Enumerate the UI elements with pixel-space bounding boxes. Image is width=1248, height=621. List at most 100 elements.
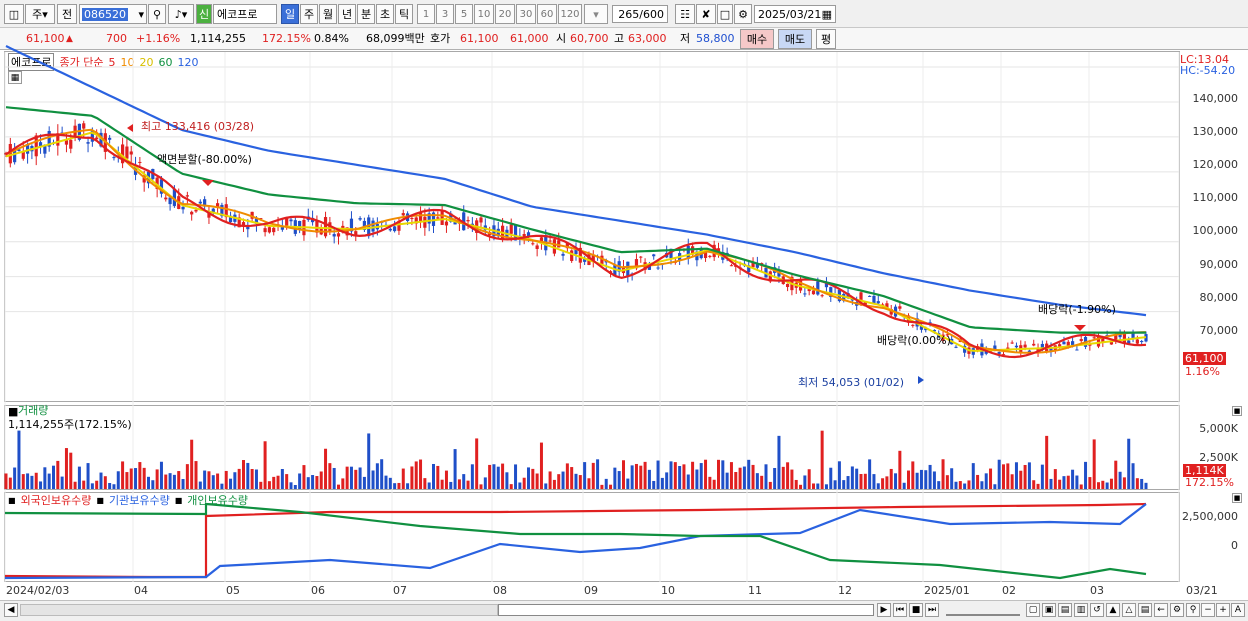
legend-ma10: 10 bbox=[120, 55, 135, 69]
price-pane[interactable] bbox=[4, 51, 1180, 402]
institution-holdings-line bbox=[4, 503, 1147, 580]
grid-toggle-icon[interactable]: ▦ bbox=[8, 71, 22, 84]
volume-bar bbox=[552, 479, 556, 489]
speaker-icon[interactable]: ♪▾ bbox=[168, 4, 194, 24]
candle-body bbox=[215, 203, 220, 207]
period-select[interactable]: 주 ▾ bbox=[25, 4, 55, 24]
interval-120[interactable]: 120 bbox=[558, 4, 582, 24]
period-tab-tick[interactable]: 틱 bbox=[395, 4, 413, 24]
candle-body bbox=[1001, 354, 1006, 356]
interval-30[interactable]: 30 bbox=[516, 4, 536, 24]
period-tab-second[interactable]: 초 bbox=[376, 4, 394, 24]
interval-5[interactable]: 5 bbox=[455, 4, 473, 24]
holdings-close-icon[interactable]: ■ bbox=[1232, 493, 1242, 503]
volume-bar bbox=[669, 461, 673, 489]
candle-body bbox=[1040, 343, 1044, 350]
holdings-collapse-icon[interactable]: ■ bbox=[8, 495, 16, 505]
layout-icon[interactable]: ◫ bbox=[4, 4, 24, 24]
stop-icon[interactable]: ■ bbox=[909, 603, 923, 617]
tool-icon[interactable]: ▤ bbox=[1058, 603, 1072, 617]
volume-bar bbox=[889, 468, 893, 489]
volume-bar bbox=[444, 470, 448, 489]
stock-code-input[interactable]: 086520 ▾ bbox=[79, 4, 147, 24]
draw-tool-icon[interactable]: ✘ bbox=[696, 4, 716, 24]
tool-icon[interactable]: ▢ bbox=[1026, 603, 1040, 617]
eval-button[interactable]: 평 bbox=[816, 29, 836, 49]
volume-bar bbox=[1058, 479, 1062, 489]
volume-collapse-icon[interactable]: ■ bbox=[8, 405, 19, 418]
tool-icon[interactable]: ▲ bbox=[1106, 603, 1120, 617]
tool-icon[interactable]: △ bbox=[1122, 603, 1136, 617]
volume-bar bbox=[928, 464, 932, 489]
tool-icon[interactable]: ▤ bbox=[1138, 603, 1152, 617]
period-tab-day[interactable]: 일 bbox=[281, 4, 299, 24]
period-tab-minute[interactable]: 분 bbox=[357, 4, 375, 24]
annotation-dividend1: 배당락(0.00%) bbox=[877, 334, 951, 347]
zoom-in-icon[interactable]: + bbox=[1216, 603, 1230, 617]
candle-body bbox=[34, 135, 38, 157]
zoom-search-icon[interactable]: ⚲ bbox=[1186, 603, 1200, 617]
candle-body bbox=[367, 217, 371, 237]
candle-body bbox=[280, 225, 284, 230]
volume-bar bbox=[1118, 471, 1122, 489]
gear-icon[interactable]: ⚙ bbox=[734, 4, 752, 24]
count-field[interactable]: 265/600 bbox=[612, 5, 668, 23]
rewind-icon[interactable]: ⏮ bbox=[893, 603, 907, 617]
hc-label: HC:-54.20 bbox=[1180, 64, 1236, 77]
tool-icon[interactable]: ↺ bbox=[1090, 603, 1104, 617]
volume-bar bbox=[64, 448, 68, 489]
font-size-icon[interactable]: A bbox=[1231, 603, 1245, 617]
interval-1[interactable]: 1 bbox=[417, 4, 435, 24]
fast-forward-icon[interactable]: ⏭ bbox=[925, 603, 939, 617]
interval-60[interactable]: 60 bbox=[537, 4, 557, 24]
volume-close-icon[interactable]: ■ bbox=[1232, 406, 1242, 416]
prev-button[interactable]: 전 bbox=[57, 4, 77, 24]
volume-bar bbox=[872, 474, 876, 489]
volume-bar bbox=[704, 459, 708, 489]
date-field[interactable]: 2025/03/21 ▦ bbox=[754, 5, 836, 23]
scroll-right-icon[interactable]: ▶ bbox=[877, 603, 891, 617]
candle-body bbox=[259, 218, 263, 220]
scroll-left-icon[interactable]: ◀ bbox=[4, 603, 18, 617]
zoom-out-icon[interactable]: − bbox=[1201, 603, 1215, 617]
scroll-thumb[interactable] bbox=[498, 604, 874, 616]
save-icon[interactable]: □ bbox=[717, 4, 733, 24]
period-tab-month[interactable]: 월 bbox=[319, 4, 337, 24]
tool-icon[interactable]: ▣ bbox=[1042, 603, 1056, 617]
interval-20[interactable]: 20 bbox=[495, 4, 515, 24]
search-icon[interactable]: ⚲ bbox=[148, 4, 166, 24]
candle-body bbox=[1049, 347, 1053, 353]
x-tick: 05 bbox=[226, 584, 240, 597]
volume-bar bbox=[600, 484, 604, 489]
interval-10[interactable]: 10 bbox=[474, 4, 494, 24]
buy-button[interactable]: 매수 bbox=[740, 29, 774, 49]
candle-body bbox=[816, 281, 820, 295]
interval-dropdown[interactable]: ▾ bbox=[584, 4, 608, 24]
volume-bar bbox=[980, 481, 984, 489]
legend-type: 종가 단순 bbox=[59, 56, 104, 69]
interval-3[interactable]: 3 bbox=[436, 4, 454, 24]
candle-body bbox=[1135, 339, 1139, 344]
tool-icon[interactable]: ⚙ bbox=[1170, 603, 1184, 617]
volume-bar bbox=[306, 477, 310, 489]
volume-bar bbox=[47, 473, 51, 489]
low-marker bbox=[918, 376, 924, 384]
period-tab-week[interactable]: 주 bbox=[300, 4, 318, 24]
candle-body bbox=[755, 263, 759, 268]
candle-body bbox=[954, 346, 958, 348]
period-tab-year[interactable]: 년 bbox=[338, 4, 356, 24]
tool-icon[interactable]: ← bbox=[1154, 603, 1168, 617]
candle-body bbox=[911, 324, 915, 326]
tool-icon[interactable]: ▥ bbox=[1074, 603, 1088, 617]
scroll-track[interactable] bbox=[20, 604, 498, 616]
candle-body bbox=[868, 295, 872, 297]
volume-bar bbox=[220, 483, 224, 489]
sell-button[interactable]: 매도 bbox=[778, 29, 812, 49]
zoom-slider[interactable] bbox=[946, 604, 1020, 616]
candle-type-icon[interactable]: ☷ bbox=[675, 4, 695, 24]
volume-bar bbox=[1019, 470, 1023, 489]
volume-bar bbox=[997, 459, 1001, 489]
volume-bar bbox=[1023, 464, 1027, 489]
candle-body bbox=[932, 329, 937, 332]
volume-bar bbox=[250, 468, 254, 489]
